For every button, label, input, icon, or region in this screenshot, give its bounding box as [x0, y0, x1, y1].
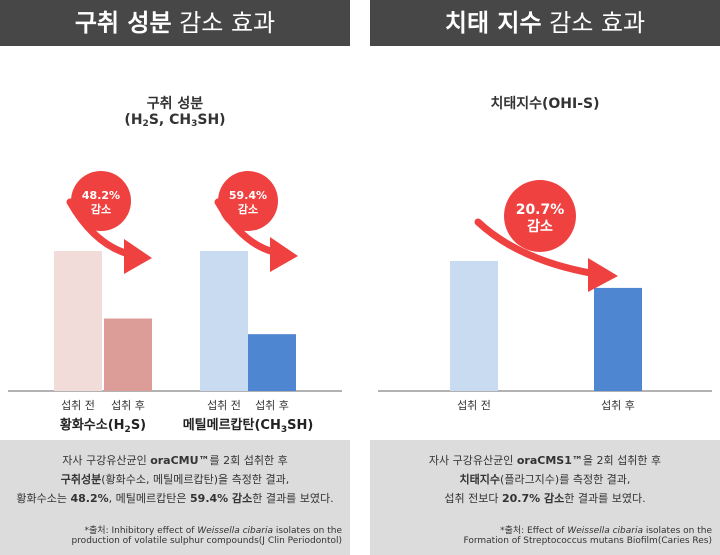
odor-info-line-2: 구취성분(황화수소, 메틸메르캅탄)을 측정한 결과, — [60, 473, 290, 486]
plaque-chart-title: 치태지수(OHI-S) — [490, 96, 600, 112]
plaque-source-line-1: *출처: Effect of Weissella cibaria isolate… — [500, 526, 712, 536]
ch3sh-bar-after — [248, 334, 296, 391]
plaque-panel-header: 치태 지수 감소 효과 — [370, 0, 720, 46]
plaque-tick-after: 섭취 후 — [601, 399, 635, 412]
plaque-chart-svg: 섭취 전 섭취 후 20.7%감소 — [378, 180, 712, 412]
plaque-header-light: 감소 효과 — [549, 9, 646, 37]
plaque-bar-before — [450, 261, 498, 391]
plaque-arrow — [474, 218, 600, 278]
plaque-badge — [504, 180, 576, 252]
plaque-info-line-2: 치태지수(플라그지수)를 측정한 결과, — [459, 473, 631, 486]
ch3sh-tick-before: 섭취 전 — [207, 399, 241, 412]
plaque-badge-text: 감소 — [527, 218, 553, 235]
h2s-tick-after: 섭취 후 — [111, 399, 145, 412]
odor-header-light: 감소 효과 — [179, 9, 276, 37]
odor-chart-title: 구취 성분 — [146, 96, 204, 112]
ch3sh-badge-value: 59.4% — [229, 189, 267, 202]
plaque-header-bold: 치태 지수 — [444, 9, 542, 37]
plaque-badge-value: 20.7% — [516, 202, 565, 218]
ch3sh-badge-text: 감소 — [238, 202, 258, 216]
plaque-info-line-3: 섭취 전보다 20.7% 감소한 결과를 보였다. — [444, 492, 646, 505]
plaque-info: 자사 구강유산균인 oraCMS1™을 2회 섭취한 후 치태지수(플라그지수)… — [370, 440, 720, 555]
h2s-badge-value: 48.2% — [82, 189, 120, 202]
plaque-tick-before: 섭취 전 — [457, 399, 491, 412]
h2s-bar-after — [104, 318, 152, 391]
plaque-panel: 치태 지수 감소 효과 치태지수(OHI-S) 섭취 전 섭취 후 20.7% 감소 … — [370, 0, 720, 555]
ch3sh-group-label: 메틸메르캅탄(CH3SH) — [183, 417, 314, 435]
plaque-source-line-2: Formation of Streptococcus mutans Biofil… — [463, 536, 712, 546]
plaque-chart: 치태지수(OHI-S) 섭취 전 섭취 후 20.7% 감소 — [370, 46, 720, 440]
h2s-group-label: 황화수소(H2S) — [60, 417, 146, 435]
odor-source-line-2: production of volatile sulphur compounds… — [71, 536, 342, 546]
h2s-bar-before — [54, 251, 102, 391]
ch3sh-bar-before — [200, 251, 248, 391]
odor-panel-header: 구취 성분 감소 효과 — [0, 0, 350, 46]
odor-info-line-1: 자사 구강유산균인 oraCMU™를 2회 섭취한 후 — [62, 454, 288, 467]
odor-info: 자사 구강유산균인 oraCMU™를 2회 섭취한 후 구취성분(황화수소, 메… — [0, 440, 350, 555]
plaque-info-line-1: 자사 구강유산균인 oraCMS1™을 2회 섭취한 후 — [428, 454, 662, 467]
h2s-arrow-head — [124, 239, 152, 274]
odor-source-line-1: *출처: Inhibitory effect of Weissella ciba… — [84, 526, 342, 536]
ch3sh-arrow-head — [270, 237, 298, 272]
h2s-badge-text: 감소 — [91, 202, 111, 216]
odor-info-line-3: 황화수소는 48.2%, 메틸메르캅탄은 59.4% 감소한 결과를 보였다. — [16, 492, 334, 505]
ch3sh-badge — [218, 171, 278, 231]
h2s-tick-before: 섭취 전 — [61, 399, 95, 412]
plaque-arrow-head — [588, 258, 618, 292]
odor-header-bold: 구취 성분 — [74, 9, 172, 37]
odor-chart: 구취 성분 (H2S, CH3SH) 섭취 전 섭취 후 황화수소(H2S) 섭취 전… — [0, 46, 350, 440]
plaque-bar-after — [594, 287, 642, 391]
h2s-badge — [71, 171, 131, 231]
odor-chart-subtitle: (H2S, CH3SH) — [124, 112, 226, 129]
ch3sh-tick-after: 섭취 후 — [255, 399, 289, 412]
